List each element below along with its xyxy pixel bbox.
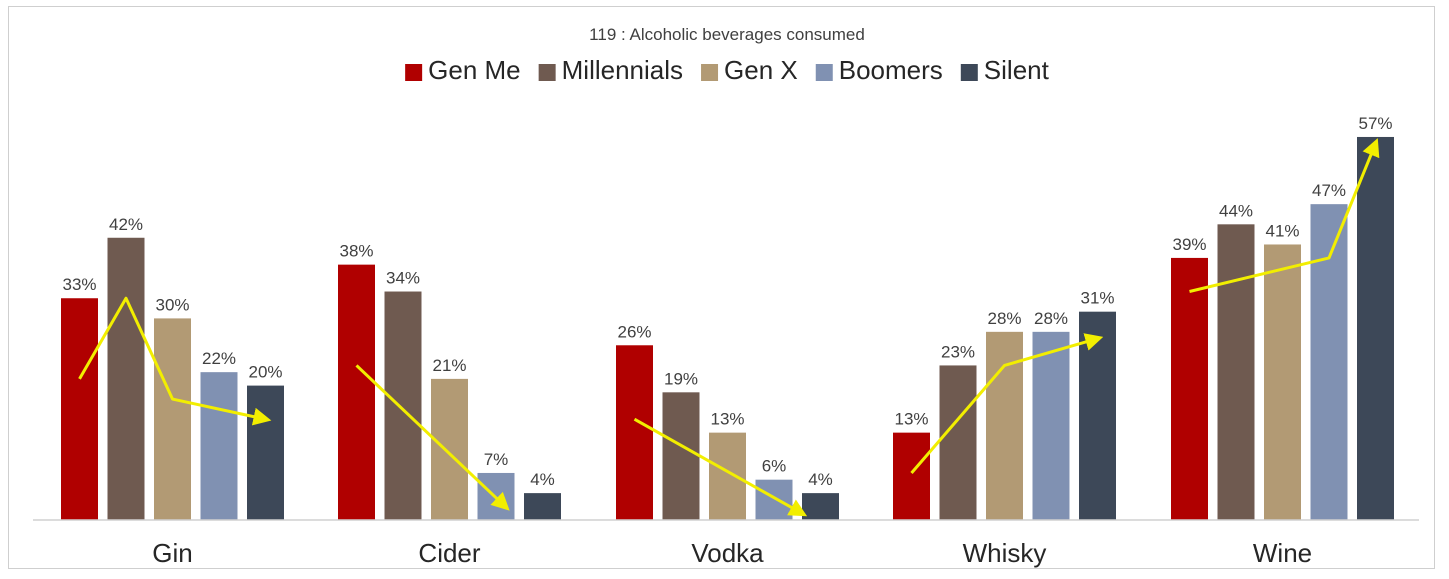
trend-arrow-gin (78, 296, 272, 426)
bar-wine-gen-me (1171, 257, 1208, 520)
chart-title: 119 : Alcoholic beverages consumed (589, 25, 865, 44)
data-label: 22% (202, 349, 236, 368)
bar-cider-silent (524, 493, 561, 520)
bar-whisky-gen-x (986, 331, 1023, 520)
bar-gin-millennials (107, 237, 145, 520)
legend-swatch (815, 64, 833, 81)
data-label: 44% (1219, 201, 1253, 220)
bar-gin-gen-x (154, 318, 191, 520)
category-label-cider: Cider (418, 538, 480, 568)
data-label: 23% (941, 342, 975, 361)
legend-item-boomers: Boomers (815, 55, 943, 85)
legend-label: Gen X (724, 55, 798, 85)
bar-cider-millennials (384, 291, 422, 520)
data-label: 47% (1312, 181, 1346, 200)
legend-swatch (701, 64, 719, 81)
trend-arrow-vodka (633, 417, 808, 517)
bar-vodka-millennials (662, 392, 700, 520)
legend-label: Boomers (839, 55, 943, 85)
trend-arrow-whisky (910, 333, 1104, 474)
bar-cider-gen-me (338, 264, 375, 520)
bar-cider-gen-x (431, 378, 468, 520)
legend: Gen Me Millennials Gen X Boomers Silent (405, 55, 1050, 85)
bar-wine-gen-x (1264, 244, 1301, 521)
data-label: 31% (1080, 289, 1114, 308)
data-label: 38% (339, 242, 373, 261)
category-label-whisky: Whisky (963, 538, 1047, 568)
bar-whisky-gen-me (893, 432, 930, 520)
bar-vodka-gen-x (709, 432, 746, 520)
legend-item-gen-x: Gen X (701, 55, 798, 85)
data-label: 13% (710, 410, 744, 429)
bar-wine-silent (1357, 136, 1394, 520)
bar-gin-silent (247, 385, 284, 520)
data-label: 39% (1172, 235, 1206, 254)
data-label: 4% (530, 470, 555, 489)
bar-wine-millennials (1217, 224, 1255, 520)
data-label: 34% (386, 269, 420, 288)
data-label: 6% (762, 457, 787, 476)
bar-vodka-silent (802, 493, 839, 520)
data-label: 42% (109, 215, 143, 234)
data-label: 57% (1358, 114, 1392, 133)
legend-item-millennials: Millennials (538, 55, 683, 85)
trend-arrow-cider (355, 364, 510, 511)
data-label: 28% (1034, 309, 1068, 328)
legend-swatch (405, 64, 423, 81)
data-label: 13% (894, 410, 928, 429)
legend-item-gen-me: Gen Me (405, 55, 521, 85)
bar-whisky-millennials (939, 365, 977, 520)
data-label: 19% (664, 369, 698, 388)
legend-swatch (960, 64, 978, 81)
data-labels-group: 33% 42% 30% 22% 20% 38% 34% 21% 7% 4% 26% 19% 13% 6% 4… (62, 114, 1392, 489)
data-label: 28% (987, 309, 1021, 328)
legend-label: Silent (984, 55, 1050, 85)
bar-whisky-boomers (1032, 331, 1070, 520)
data-label: 7% (484, 450, 509, 469)
data-label: 33% (62, 275, 96, 294)
legend-label: Gen Me (428, 55, 521, 85)
data-label: 41% (1265, 221, 1299, 240)
legend-label: Millennials (562, 55, 683, 85)
bars-group (61, 136, 1394, 521)
bar-vodka-boomers (755, 479, 793, 520)
data-label: 21% (432, 356, 466, 375)
bar-gin-boomers (200, 372, 238, 520)
bar-vodka-gen-me (616, 345, 653, 520)
category-label-vodka: Vodka (691, 538, 764, 568)
trend-arrow-wine (1189, 138, 1380, 293)
data-label: 26% (617, 322, 651, 341)
bar-gin-gen-me (61, 298, 98, 520)
chart-frame: 119 : Alcoholic beverages consumed Gen M… (8, 6, 1435, 569)
legend-item-silent: Silent (960, 55, 1050, 85)
data-label: 20% (248, 363, 282, 382)
category-label-wine: Wine (1253, 538, 1312, 568)
bar-chart: 119 : Alcoholic beverages consumed Gen M… (33, 25, 1419, 568)
data-label: 4% (808, 470, 833, 489)
data-label: 30% (155, 295, 189, 314)
bar-wine-boomers (1310, 204, 1348, 520)
trend-arrows-group (78, 138, 1380, 517)
category-label-gin: Gin (152, 538, 192, 568)
legend-swatch (538, 64, 556, 81)
category-labels-group: Gin Cider Vodka Whisky Wine (152, 538, 1312, 568)
